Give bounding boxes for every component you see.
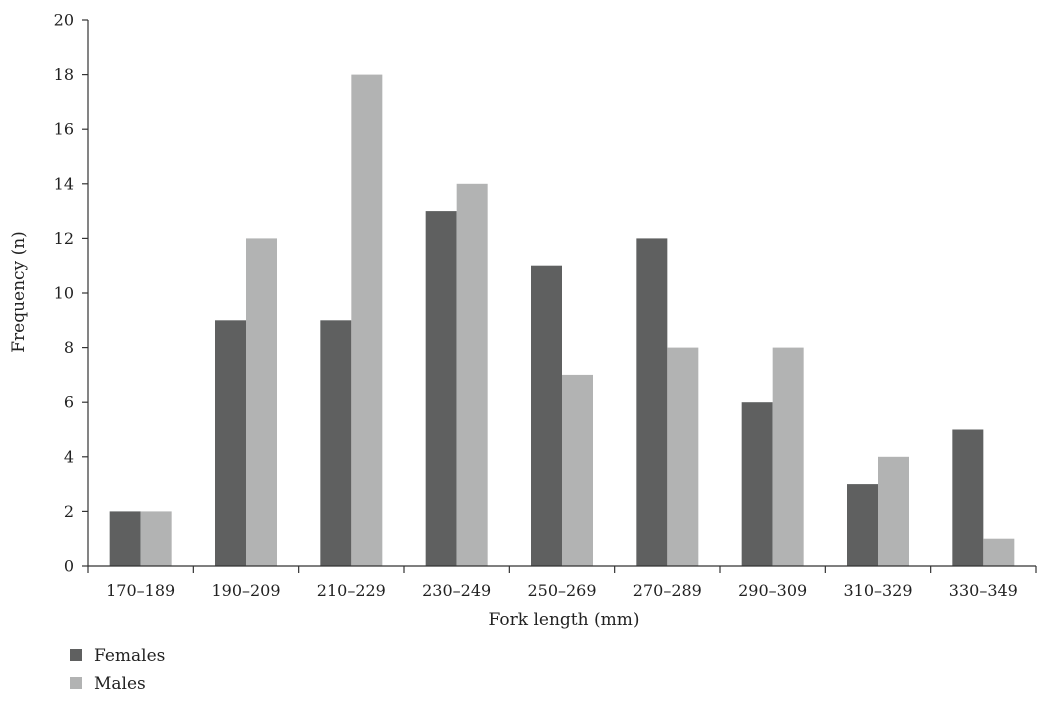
y-tick-label: 18 xyxy=(54,65,74,84)
bars xyxy=(109,74,1015,567)
bar-males xyxy=(351,74,383,566)
x-axis-ticks: 170–189 190–209 210–229 230–249 250–269 270–2… xyxy=(87,566,1037,600)
y-axis-ticks: 0 2 4 6 8 10 12 14 16 18 20 xyxy=(54,11,88,576)
bar-females xyxy=(425,211,457,566)
y-axis-title: Frequency (n) xyxy=(9,231,29,353)
bar-females xyxy=(952,429,984,566)
bar-females xyxy=(741,402,773,566)
y-tick-label: 14 xyxy=(54,174,74,193)
bar-females xyxy=(847,484,878,566)
bar-males xyxy=(878,456,909,566)
legend: Females Males xyxy=(70,646,165,694)
x-tick-label: 210–229 xyxy=(317,581,386,600)
y-tick-label: 12 xyxy=(54,229,74,248)
y-tick-label: 2 xyxy=(64,502,74,521)
bar-females xyxy=(636,238,668,566)
x-tick-label: 310–329 xyxy=(843,581,912,600)
bar-males xyxy=(140,511,172,566)
legend-swatch-males xyxy=(70,677,82,689)
bar-males xyxy=(246,238,277,566)
bar-females xyxy=(531,265,562,566)
x-tick-label: 270–289 xyxy=(633,581,702,600)
legend-label-males: Males xyxy=(94,674,146,694)
x-tick-label: 230–249 xyxy=(422,581,491,600)
bar-males xyxy=(667,347,699,566)
bar-males xyxy=(562,374,593,566)
x-tick-label: 330–349 xyxy=(949,581,1018,600)
bar-males xyxy=(456,183,488,567)
x-tick-label: 250–269 xyxy=(527,581,596,600)
bar-males xyxy=(772,347,804,566)
y-tick-label: 16 xyxy=(54,120,74,139)
bar-males xyxy=(983,538,1015,566)
x-tick-label: 190–209 xyxy=(211,581,280,600)
y-tick-label: 10 xyxy=(54,284,74,303)
x-axis-title: Fork length (mm) xyxy=(489,610,640,630)
legend-label-females: Females xyxy=(94,646,165,666)
bar-females xyxy=(320,320,352,566)
y-tick-label: 8 xyxy=(64,338,74,357)
x-tick-label: 290–309 xyxy=(738,581,807,600)
y-tick-label: 0 xyxy=(64,557,74,576)
y-tick-label: 6 xyxy=(64,393,74,412)
x-tick-label: 170–189 xyxy=(106,581,175,600)
y-tick-label: 20 xyxy=(54,11,74,30)
legend-swatch-females xyxy=(70,649,82,661)
bar-females xyxy=(109,511,141,566)
y-tick-label: 4 xyxy=(64,447,74,466)
bar-females xyxy=(215,320,246,566)
